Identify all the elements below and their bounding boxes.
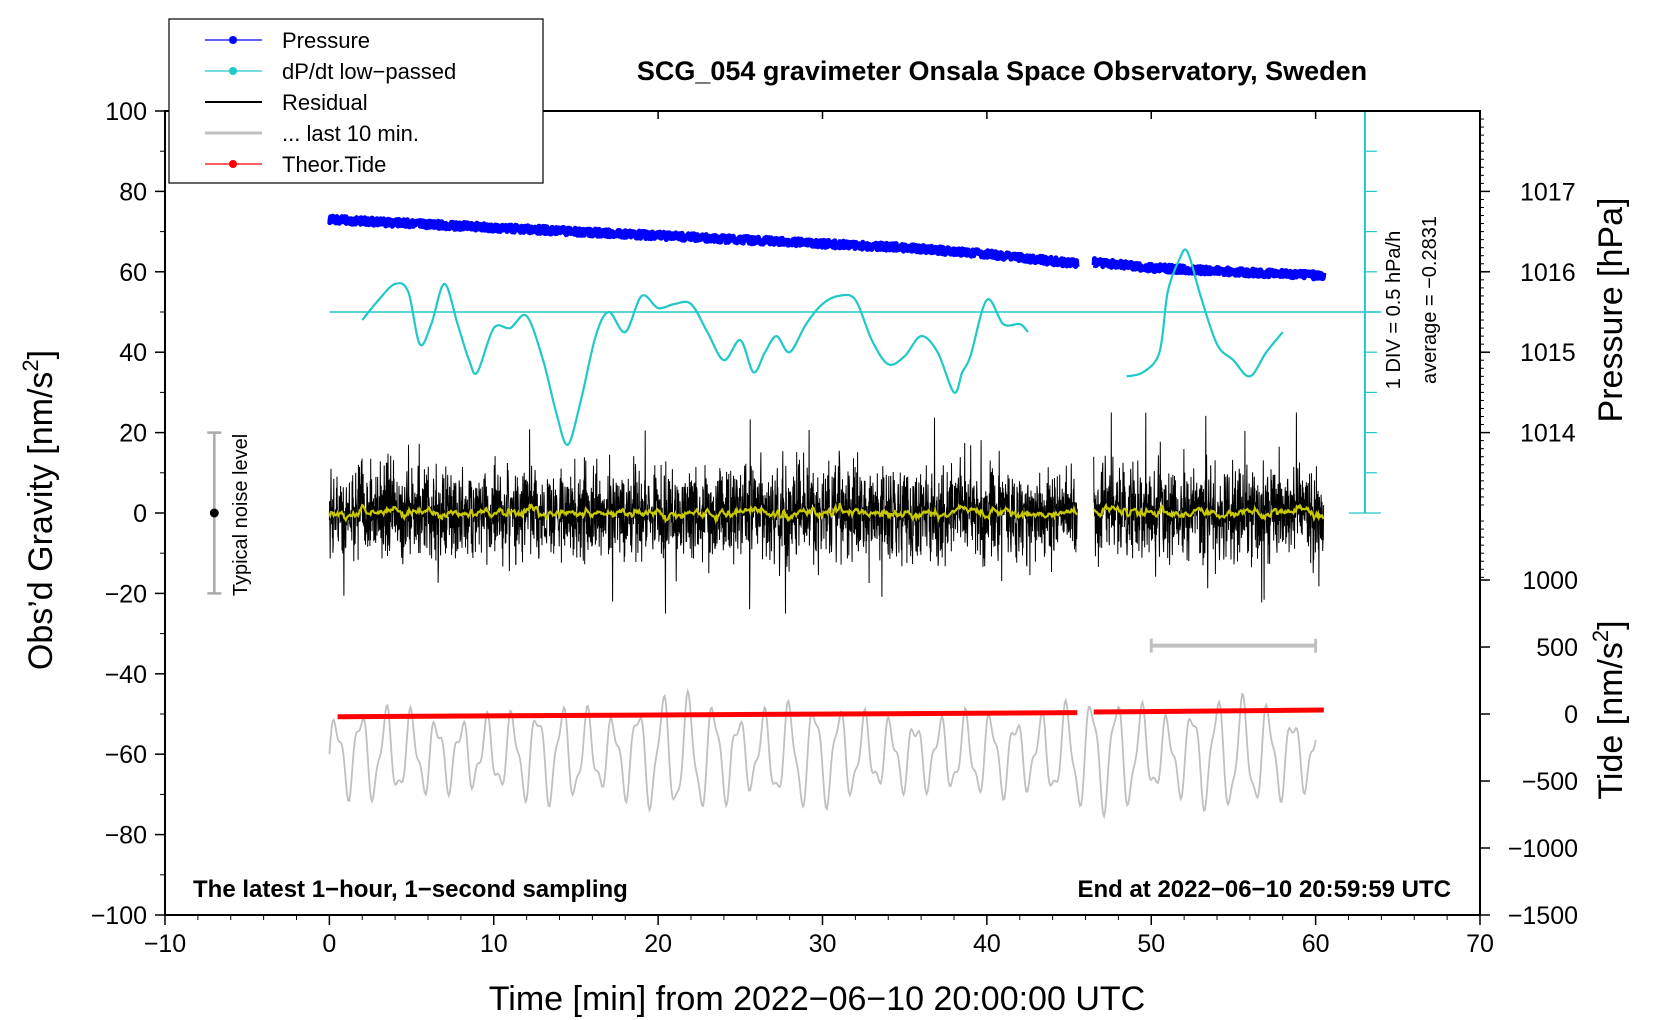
noise-bar-center — [209, 508, 219, 518]
y-label-tide-main: Tide [nm/s — [1592, 642, 1630, 799]
legend-entry-last10: ... last 10 min. — [205, 121, 419, 146]
legend-entry-dpdt: dP/dt low−passed — [205, 59, 456, 84]
y-tick-label-left: 20 — [119, 420, 147, 448]
x-tick-label: −10 — [144, 930, 186, 958]
y-tick-label-left: 60 — [119, 259, 147, 287]
x-tick-label: 60 — [1302, 930, 1330, 958]
annotation-end-time: End at 2022−06−10 20:59:59 UTC — [1077, 876, 1451, 903]
legend-label-pressure: Pressure — [282, 28, 370, 53]
y-label-left-main: Obs’d Gravity [nm/s — [22, 372, 60, 671]
residual-smoothed-line — [328, 502, 1079, 525]
legend-label-last10: ... last 10 min. — [282, 121, 419, 146]
pressure-line — [1091, 256, 1327, 282]
legend-marker-pressure — [229, 36, 237, 44]
y-tick-label-pressure: 1014 — [1520, 420, 1576, 448]
x-tick-label: 30 — [809, 930, 837, 958]
y-tick-label-tide: 0 — [1564, 701, 1578, 729]
chart-title: SCG_054 gravimeter Onsala Space Observat… — [637, 56, 1367, 86]
legend-entry-tide: Theor.Tide — [205, 152, 386, 177]
dpdt-line — [361, 282, 1029, 446]
legend-entry-residual: Residual — [205, 90, 368, 115]
legend: Pressure dP/dt low−passed Residual ... l… — [168, 18, 544, 184]
axes: −10 0 10 20 30 40 50 60 70−100−80−60−40−20020406… — [91, 98, 1578, 958]
x-tick-label: 50 — [1137, 930, 1165, 958]
y-axis-label-pressure: Pressure [hPa] — [1592, 198, 1630, 423]
y-tick-label-pressure: 1017 — [1520, 178, 1576, 206]
y-tick-label-tide: 500 — [1536, 634, 1578, 662]
y-tick-label-left: −100 — [91, 902, 147, 930]
legend-label-residual: Residual — [282, 90, 368, 115]
y-tick-label-pressure: 1015 — [1520, 339, 1576, 367]
dpdt-line — [1126, 248, 1284, 378]
legend-label-tide: Theor.Tide — [282, 152, 386, 177]
x-tick-label: 10 — [480, 930, 508, 958]
y-tick-label-left: 40 — [119, 339, 147, 367]
y-tick-label-left: 80 — [119, 178, 147, 206]
y-tick-label-tide: −1500 — [1508, 902, 1578, 930]
theor-tide-line — [1093, 707, 1324, 715]
x-tick-label: 40 — [973, 930, 1001, 958]
y-tick-label-pressure: 1016 — [1520, 259, 1576, 287]
legend-marker-tide — [229, 160, 237, 168]
theor-tide-line — [337, 710, 1078, 720]
y-tick-label-tide: −1000 — [1508, 835, 1578, 863]
y-label-left-sup: 2 — [18, 359, 43, 371]
legend-marker-dpdt — [229, 67, 237, 75]
residual-line — [1093, 412, 1325, 603]
y-tick-label-left: −60 — [105, 741, 147, 769]
y-tick-label-tide: −500 — [1522, 768, 1578, 796]
y-tick-label-left: 0 — [133, 500, 147, 528]
y-tick-label-left: −20 — [105, 580, 147, 608]
y-axis-label-tide: Tide [nm/s2] — [1588, 620, 1630, 799]
y-axis-label-left: Obs’d Gravity [nm/s2] — [18, 350, 60, 670]
noise-level-label: Typical noise level — [230, 434, 252, 596]
y-label-tide-end: ] — [1592, 620, 1630, 629]
legend-entry-pressure: Pressure — [205, 28, 370, 53]
pressure-line — [327, 213, 1080, 269]
residual-line — [328, 417, 1078, 614]
y-label-tide-sup: 2 — [1588, 630, 1613, 642]
y-tick-label-left: 100 — [105, 98, 147, 126]
y-label-left-end: ] — [22, 350, 60, 359]
legend-label-dpdt: dP/dt low−passed — [282, 59, 456, 84]
y-tick-label-left: −80 — [105, 822, 147, 850]
annotation-sampling: The latest 1−hour, 1−second sampling — [193, 876, 628, 903]
x-tick-label: 70 — [1466, 930, 1494, 958]
y-tick-label-left: −40 — [105, 661, 147, 689]
residual-smoothed-line — [1093, 502, 1325, 523]
x-tick-label: 20 — [644, 930, 672, 958]
x-axis-label: Time [min] from 2022−06−10 20:00:00 UTC — [489, 980, 1145, 1018]
x-tick-label: 0 — [322, 930, 336, 958]
y-tick-label-tide: 1000 — [1522, 567, 1578, 595]
data-series — [207, 110, 1382, 820]
last-10-min-line — [328, 687, 1317, 820]
average-label: average = −0.2831 — [1419, 216, 1441, 384]
div-scale-label: 1 DIV = 0.5 hPa/h — [1383, 231, 1405, 389]
